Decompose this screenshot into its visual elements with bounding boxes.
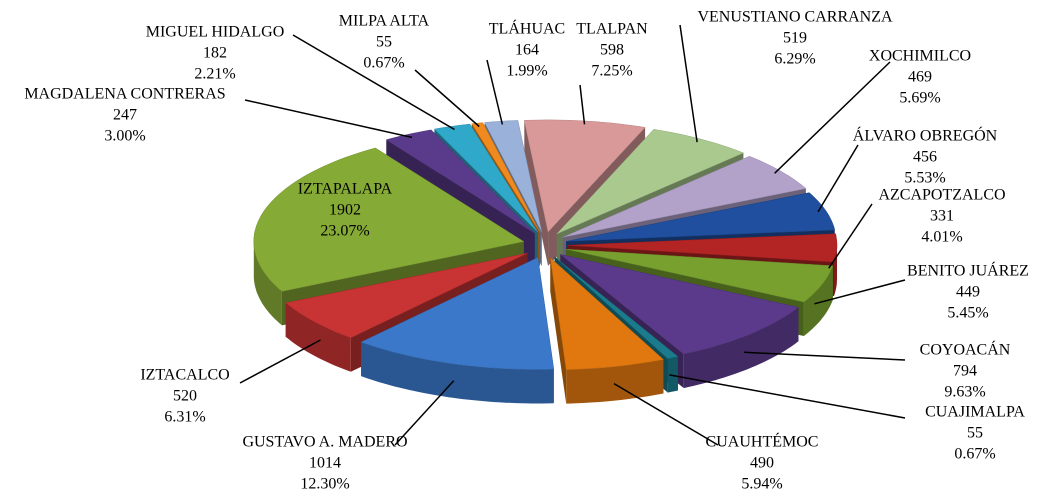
data-label-name: VENUSTIANO CARRANZA [697, 9, 893, 26]
leader-line [292, 34, 455, 131]
data-label-name: IZTACALCO [140, 367, 229, 384]
slice-side [566, 359, 664, 404]
data-label-percent: 9.63% [944, 384, 985, 401]
leader-line [743, 351, 906, 361]
data-label-value: 519 [783, 30, 807, 47]
data-label-name: CUAJIMALPA [925, 404, 1025, 421]
data-label-value: 456 [913, 149, 937, 166]
data-label-percent: 0.67% [954, 446, 995, 463]
data-label-percent: 5.45% [947, 305, 988, 322]
data-label-value: 520 [173, 388, 197, 405]
slice [385, 129, 535, 234]
slice-side [667, 356, 678, 393]
slice-edge [524, 120, 549, 266]
leader-line [669, 374, 906, 419]
data-label-name: CUAUHTÉMOC [706, 432, 819, 451]
leader-line [817, 144, 859, 213]
data-label-name: MIGUEL HIDALGO [146, 24, 285, 41]
slice-edge [550, 257, 567, 404]
data-label-percent: 5.53% [904, 170, 945, 187]
slice [285, 252, 528, 338]
data-label-value: 598 [600, 42, 624, 59]
slice-side [361, 342, 554, 404]
data-label-name: XOCHIMILCO [869, 48, 971, 65]
slice [433, 123, 539, 233]
data-label-value: 794 [953, 363, 977, 380]
data-label-name: TLALPAN [576, 21, 648, 38]
leader-line [679, 24, 698, 143]
slice [253, 147, 525, 292]
data-label-value: 164 [515, 42, 539, 59]
data-label-value: 449 [956, 284, 980, 301]
leader-line [613, 382, 719, 446]
data-label-value: 1014 [309, 455, 341, 472]
slice [565, 248, 834, 303]
data-label-value: 182 [203, 45, 227, 62]
data-label-percent: 0.67% [363, 55, 404, 72]
data-label-value: 1902 [329, 202, 361, 219]
leader-line [579, 84, 586, 125]
slice [554, 256, 679, 359]
leader-line [394, 380, 455, 446]
slice [556, 129, 745, 235]
slice-side [253, 241, 282, 326]
leader-line [828, 203, 873, 269]
data-label-percent: 5.69% [899, 90, 940, 107]
data-label-name: ÁLVARO OBREGÓN [853, 126, 998, 145]
data-label-percent: 23.07% [320, 223, 369, 240]
slice-side [285, 302, 351, 372]
data-label-value: 247 [113, 107, 137, 124]
data-label-name: BENITO JUÁREZ [907, 261, 1029, 280]
slice-side [683, 307, 799, 389]
leader-line [414, 69, 480, 128]
data-label-percent: 4.01% [921, 229, 962, 246]
slice [523, 119, 646, 233]
data-label-name: TLÁHUAC [489, 19, 565, 38]
data-label-value: 331 [930, 208, 954, 225]
data-label-percent: 6.31% [164, 409, 205, 426]
slice [560, 254, 799, 355]
data-label-percent: 3.00% [104, 128, 145, 145]
leader-line [774, 61, 891, 174]
data-label-value: 55 [967, 425, 983, 442]
data-label-percent: 2.21% [194, 66, 235, 83]
data-label-percent: 6.29% [774, 51, 815, 68]
data-label-percent: 1.99% [506, 63, 547, 80]
leader-line [814, 279, 906, 305]
data-label-value: 469 [908, 69, 932, 86]
data-label-name: MILPA ALTA [339, 13, 430, 30]
slice [360, 257, 555, 370]
slice [471, 122, 541, 233]
data-label-name: MAGDALENA CONTRERAS [24, 86, 225, 103]
leader-line [244, 99, 413, 139]
data-label-name: COYOACÁN [920, 340, 1011, 359]
data-label-value: 490 [750, 455, 774, 472]
data-label-name: GUSTAVO A. MADERO [242, 434, 407, 451]
data-label-value: 55 [376, 34, 392, 51]
data-label-name: IZTAPALAPA [298, 181, 393, 198]
slice [562, 156, 807, 238]
data-label-percent: 5.94% [741, 476, 782, 493]
data-label-percent: 7.25% [591, 63, 632, 80]
leader-line [486, 59, 504, 125]
slice-side [803, 265, 833, 336]
leader-line [239, 339, 321, 384]
slice [566, 192, 836, 242]
data-label-percent: 12.30% [300, 476, 349, 493]
slice [550, 257, 664, 370]
slice-tops [253, 119, 838, 370]
data-label-name: AZCAPOTZALCO [878, 187, 1005, 204]
